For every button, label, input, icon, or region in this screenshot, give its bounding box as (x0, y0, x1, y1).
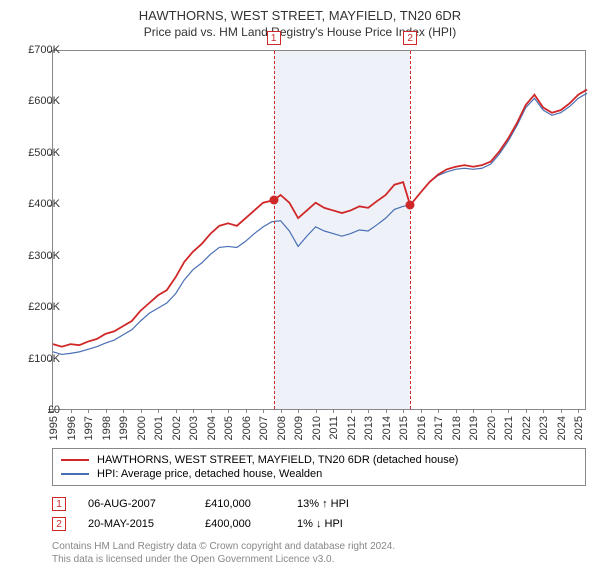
xtick-label: 2018 (451, 416, 463, 440)
xtick-label: 2000 (136, 416, 148, 440)
xtick-label: 2023 (538, 416, 550, 440)
xtick-label: 1998 (101, 416, 113, 440)
chart-subtitle: Price paid vs. HM Land Registry's House … (0, 23, 600, 39)
ytick-label: £600K (12, 95, 60, 107)
xtick-label: 2010 (311, 416, 323, 440)
xtick-label: 2013 (363, 416, 375, 440)
xtick-label: 2002 (171, 416, 183, 440)
xtick-label: 2024 (556, 416, 568, 440)
xtick-label: 2019 (468, 416, 480, 440)
transaction-price: £410,000 (205, 498, 275, 510)
marker-vline (410, 51, 411, 409)
xtick-label: 2001 (153, 416, 165, 440)
footer-line: Contains HM Land Registry data © Crown c… (52, 540, 586, 553)
ytick-label: £300K (12, 250, 60, 262)
transaction-row: 1 06-AUG-2007 £410,000 13% ↑ HPI (52, 494, 586, 514)
footer-text: Contains HM Land Registry data © Crown c… (52, 540, 586, 566)
legend-label: HAWTHORNS, WEST STREET, MAYFIELD, TN20 6… (97, 454, 458, 466)
xtick-label: 2017 (433, 416, 445, 440)
series-line (53, 93, 587, 354)
xtick-label: 2004 (206, 416, 218, 440)
xtick-label: 2015 (398, 416, 410, 440)
ytick-label: £500K (12, 147, 60, 159)
transaction-date: 20-MAY-2015 (88, 518, 183, 530)
chart-container: HAWTHORNS, WEST STREET, MAYFIELD, TN20 6… (0, 0, 600, 560)
plot-area: 12 (52, 50, 586, 410)
transaction-price: £400,000 (205, 518, 275, 530)
xtick-label: 2006 (241, 416, 253, 440)
legend-swatch (61, 473, 89, 475)
transaction-row: 2 20-MAY-2015 £400,000 1% ↓ HPI (52, 514, 586, 534)
xtick-label: 1999 (118, 416, 130, 440)
ytick-label: £700K (12, 44, 60, 56)
xtick-label: 2020 (486, 416, 498, 440)
xtick-label: 2009 (293, 416, 305, 440)
transaction-marker: 1 (52, 497, 66, 511)
xtick-label: 2007 (258, 416, 270, 440)
ytick-label: £400K (12, 198, 60, 210)
legend-box: HAWTHORNS, WEST STREET, MAYFIELD, TN20 6… (52, 448, 586, 486)
marker-dot (269, 196, 278, 205)
legend: HAWTHORNS, WEST STREET, MAYFIELD, TN20 6… (52, 448, 586, 566)
transaction-marker: 2 (52, 517, 66, 531)
marker-badge: 2 (403, 31, 417, 45)
xtick-label: 2021 (503, 416, 515, 440)
xtick-label: 2014 (381, 416, 393, 440)
transactions-table: 1 06-AUG-2007 £410,000 13% ↑ HPI 2 20-MAY-201… (52, 494, 586, 534)
xtick-label: 1997 (83, 416, 95, 440)
marker-vline (274, 51, 275, 409)
xtick-label: 2003 (188, 416, 200, 440)
xtick-label: 2012 (346, 416, 358, 440)
xtick-label: 2008 (276, 416, 288, 440)
chart-title: HAWTHORNS, WEST STREET, MAYFIELD, TN20 6… (0, 0, 600, 23)
legend-swatch (61, 459, 89, 461)
legend-label: HPI: Average price, detached house, Weal… (97, 468, 322, 480)
xtick-label: 2016 (416, 416, 428, 440)
xtick-label: 2022 (521, 416, 533, 440)
xtick-label: 2025 (573, 416, 585, 440)
legend-item: HPI: Average price, detached house, Weal… (61, 467, 577, 481)
xtick-label: 2005 (223, 416, 235, 440)
transaction-delta: 13% ↑ HPI (297, 498, 387, 510)
ytick-label: £200K (12, 301, 60, 313)
series-line (53, 90, 587, 347)
xtick-label: 1996 (66, 416, 78, 440)
marker-badge: 1 (267, 31, 281, 45)
xtick-label: 1995 (48, 416, 60, 440)
legend-item: HAWTHORNS, WEST STREET, MAYFIELD, TN20 6… (61, 453, 577, 467)
ytick-label: £0 (12, 404, 60, 416)
marker-dot (406, 201, 415, 210)
transaction-delta: 1% ↓ HPI (297, 518, 387, 530)
chart-lines (53, 51, 585, 409)
ytick-label: £100K (12, 353, 60, 365)
transaction-date: 06-AUG-2007 (88, 498, 183, 510)
xtick-label: 2011 (328, 416, 340, 440)
